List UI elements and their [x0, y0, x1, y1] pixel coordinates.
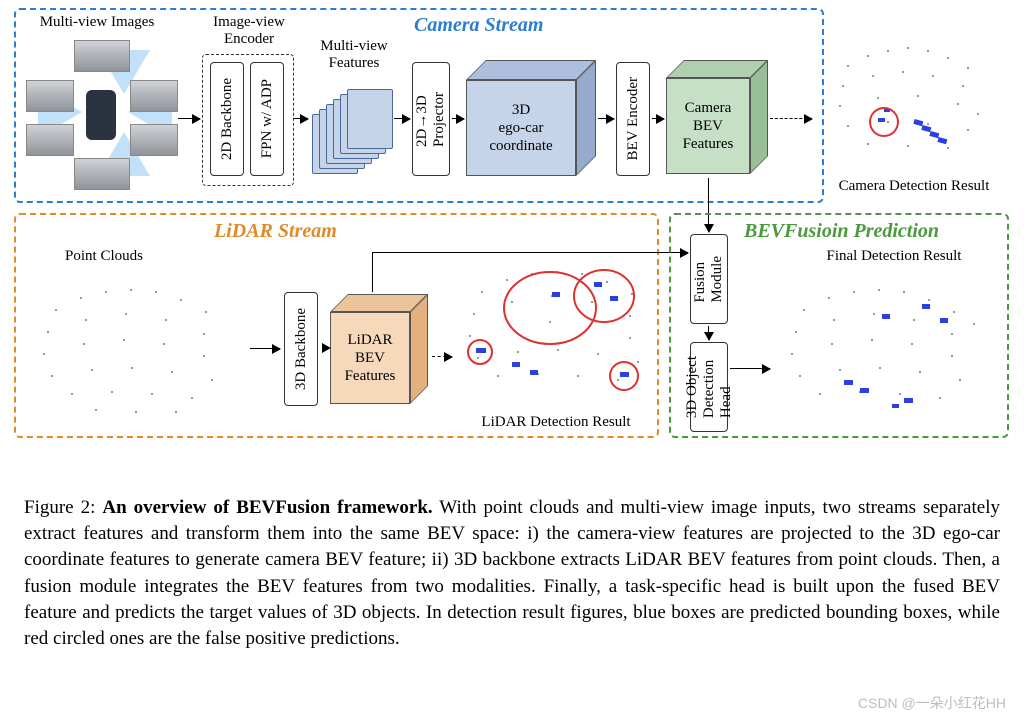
- page: Camera Stream Multi-view Images Image-vi…: [0, 0, 1024, 725]
- lidar-detection-result-label: LiDAR Detection Result: [456, 414, 656, 431]
- 3d-backbone-block: 3D Backbone: [284, 292, 318, 406]
- camera-stream-title: Camera Stream: [414, 14, 543, 37]
- feature-stack-icon: [312, 84, 402, 174]
- caption-lead: Figure 2:: [24, 497, 102, 518]
- arrow-head-to-final: [730, 368, 770, 369]
- bevfusion-prediction-title: BEVFusioin Prediction: [744, 220, 939, 243]
- multi-view-features-label: Multi-view Features: [304, 38, 404, 73]
- image-view-encoder-label: Image-view Encoder: [199, 14, 299, 49]
- arrow-projector-to-ego: [452, 118, 464, 119]
- final-detection-result-label: Final Detection Result: [804, 248, 984, 265]
- camera-detection-result-image: [818, 26, 1006, 176]
- lidar-stream-title: LiDAR Stream: [214, 220, 337, 243]
- arrow-lidarbev-to-fusion: [372, 252, 688, 253]
- final-detection-result-image: [774, 270, 999, 428]
- lidar-detection-result-image: [452, 252, 657, 412]
- bev-encoder-block: BEV Encoder: [616, 62, 650, 176]
- camera-detection-result-label: Camera Detection Result: [822, 178, 1006, 195]
- figure-caption: Figure 2: An overview of BEVFusion frame…: [24, 495, 1000, 652]
- arrow-images-to-encoder: [178, 118, 200, 119]
- caption-bold: An overview of BEVFusion framework.: [102, 497, 432, 518]
- arrow-lidarbev-to-result: [432, 356, 452, 357]
- arrow-encoder-to-features: [294, 118, 308, 119]
- arrow-bevenc-to-cambev: [652, 118, 664, 119]
- 2d-3d-projector-block: 2D→3D Projector: [412, 62, 450, 176]
- arrow-fusion-to-head: [708, 326, 709, 340]
- caption-body: With point clouds and multi-view image i…: [24, 497, 1000, 649]
- fpn-adp-block: FPN w/ ADP: [250, 62, 284, 176]
- point-clouds-label: Point Clouds: [44, 248, 164, 265]
- arrow-pc-to-3dbackbone: [250, 348, 280, 349]
- 2d-backbone-block: 2D Backbone: [210, 62, 244, 176]
- arrow-features-to-projector: [394, 118, 410, 119]
- architecture-diagram: Camera Stream Multi-view Images Image-vi…: [14, 8, 1010, 438]
- point-clouds-image: [26, 270, 246, 425]
- fusion-module-block: Fusion Module: [690, 234, 728, 324]
- arrow-ego-to-bevenc: [598, 118, 614, 119]
- multi-view-images-label: Multi-view Images: [22, 14, 172, 31]
- detection-head-block: 3D Object Detection Head: [690, 342, 728, 432]
- watermark: CSDN @一朵小红花HH: [858, 693, 1006, 713]
- multi-view-images-icon: [26, 38, 176, 188]
- arrow-cambev-to-result: [770, 118, 812, 119]
